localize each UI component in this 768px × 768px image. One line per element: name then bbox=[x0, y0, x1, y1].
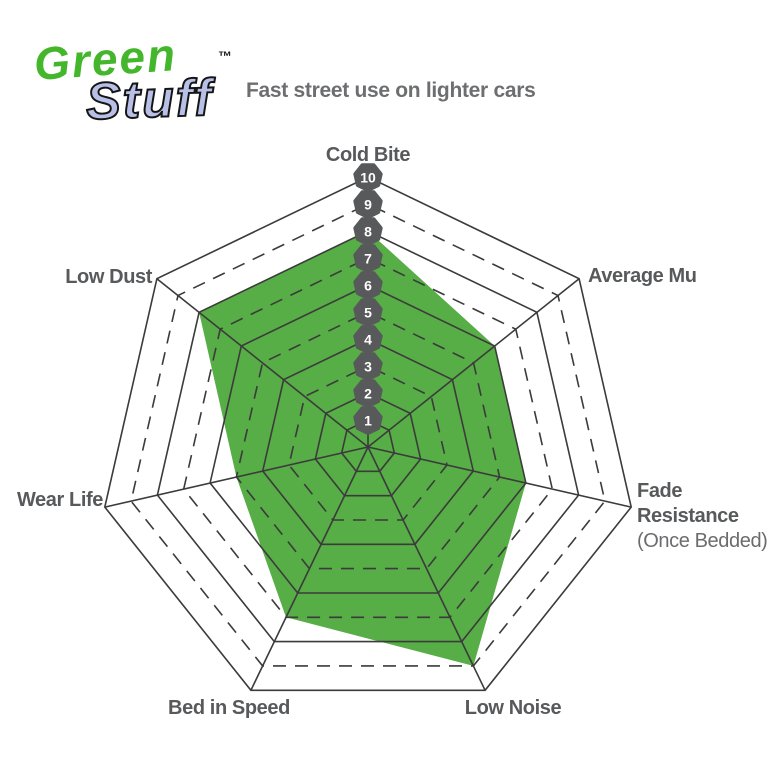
grid-ring-2 bbox=[314, 392, 422, 497]
axis-spoke-low-dust bbox=[156, 278, 369, 448]
grid-ring-6 bbox=[209, 284, 527, 594]
scale-badge bbox=[353, 298, 383, 327]
scale-badge bbox=[353, 352, 383, 381]
axis-label-low-dust: Low Dust bbox=[65, 266, 152, 288]
chart-subtitle: Fast street use on lighter cars bbox=[246, 79, 536, 102]
axis-label-fade-line2: Resistance bbox=[637, 505, 739, 527]
scale-badge-value: 1 bbox=[364, 413, 372, 429]
scale-badge bbox=[353, 379, 383, 408]
scale-badge-value: 9 bbox=[364, 197, 372, 213]
scale-badge-value: 10 bbox=[360, 170, 376, 186]
axis-spoke-wear-life bbox=[104, 446, 369, 508]
grid-ring-3 bbox=[288, 365, 448, 521]
axis-sublabel-once-bedded: (Once Bedded) bbox=[637, 530, 768, 552]
scale-badge bbox=[353, 244, 383, 273]
trademark-symbol: ™ bbox=[218, 48, 232, 64]
axis-label-bed-in-speed: Bed in Speed bbox=[168, 697, 290, 719]
axis-label-fade-resistance: Fade Resistance (Once Bedded) bbox=[637, 479, 768, 554]
scale-badge-value: 8 bbox=[364, 224, 372, 240]
scale-badge-value: 6 bbox=[364, 278, 372, 294]
scale-badge-value: 2 bbox=[364, 386, 372, 402]
axis-label-average-mu: Average Mu bbox=[588, 265, 697, 287]
scale-badge-value: 4 bbox=[364, 332, 372, 348]
grid-ring-5 bbox=[235, 311, 501, 570]
scale-badge bbox=[353, 406, 383, 435]
grid-ring-7 bbox=[182, 257, 554, 619]
grid-ring-1 bbox=[340, 419, 396, 473]
scale-badge bbox=[353, 217, 383, 246]
axis-spoke-low-noise bbox=[367, 446, 486, 691]
grid-ring-4 bbox=[261, 338, 475, 546]
axis-label-fade-line1: Fade bbox=[637, 480, 683, 502]
greenstuff-logo: Green Stuff ™ bbox=[30, 28, 245, 148]
grid-ring-8 bbox=[156, 230, 580, 643]
scale-badge bbox=[353, 325, 383, 354]
scale-badge bbox=[353, 163, 383, 192]
grid-ring-10 bbox=[103, 176, 633, 692]
axis-spoke-fade-resistance bbox=[367, 446, 632, 508]
axis-spoke-average-mu bbox=[367, 278, 580, 448]
axis-label-wear-life: Wear Life bbox=[16, 489, 103, 511]
grid-ring-9 bbox=[130, 203, 606, 667]
scale-badge-value: 5 bbox=[364, 305, 372, 321]
scale-badge bbox=[353, 271, 383, 300]
axis-label-low-noise: Low Noise bbox=[464, 697, 562, 719]
scale-badge-value: 3 bbox=[364, 359, 372, 375]
scale-badge-value: 7 bbox=[364, 251, 372, 267]
axis-label-cold-bite: Cold Bite bbox=[325, 144, 411, 166]
axis-spoke-bed-in-speed bbox=[250, 446, 369, 691]
scale-badge bbox=[353, 190, 383, 219]
